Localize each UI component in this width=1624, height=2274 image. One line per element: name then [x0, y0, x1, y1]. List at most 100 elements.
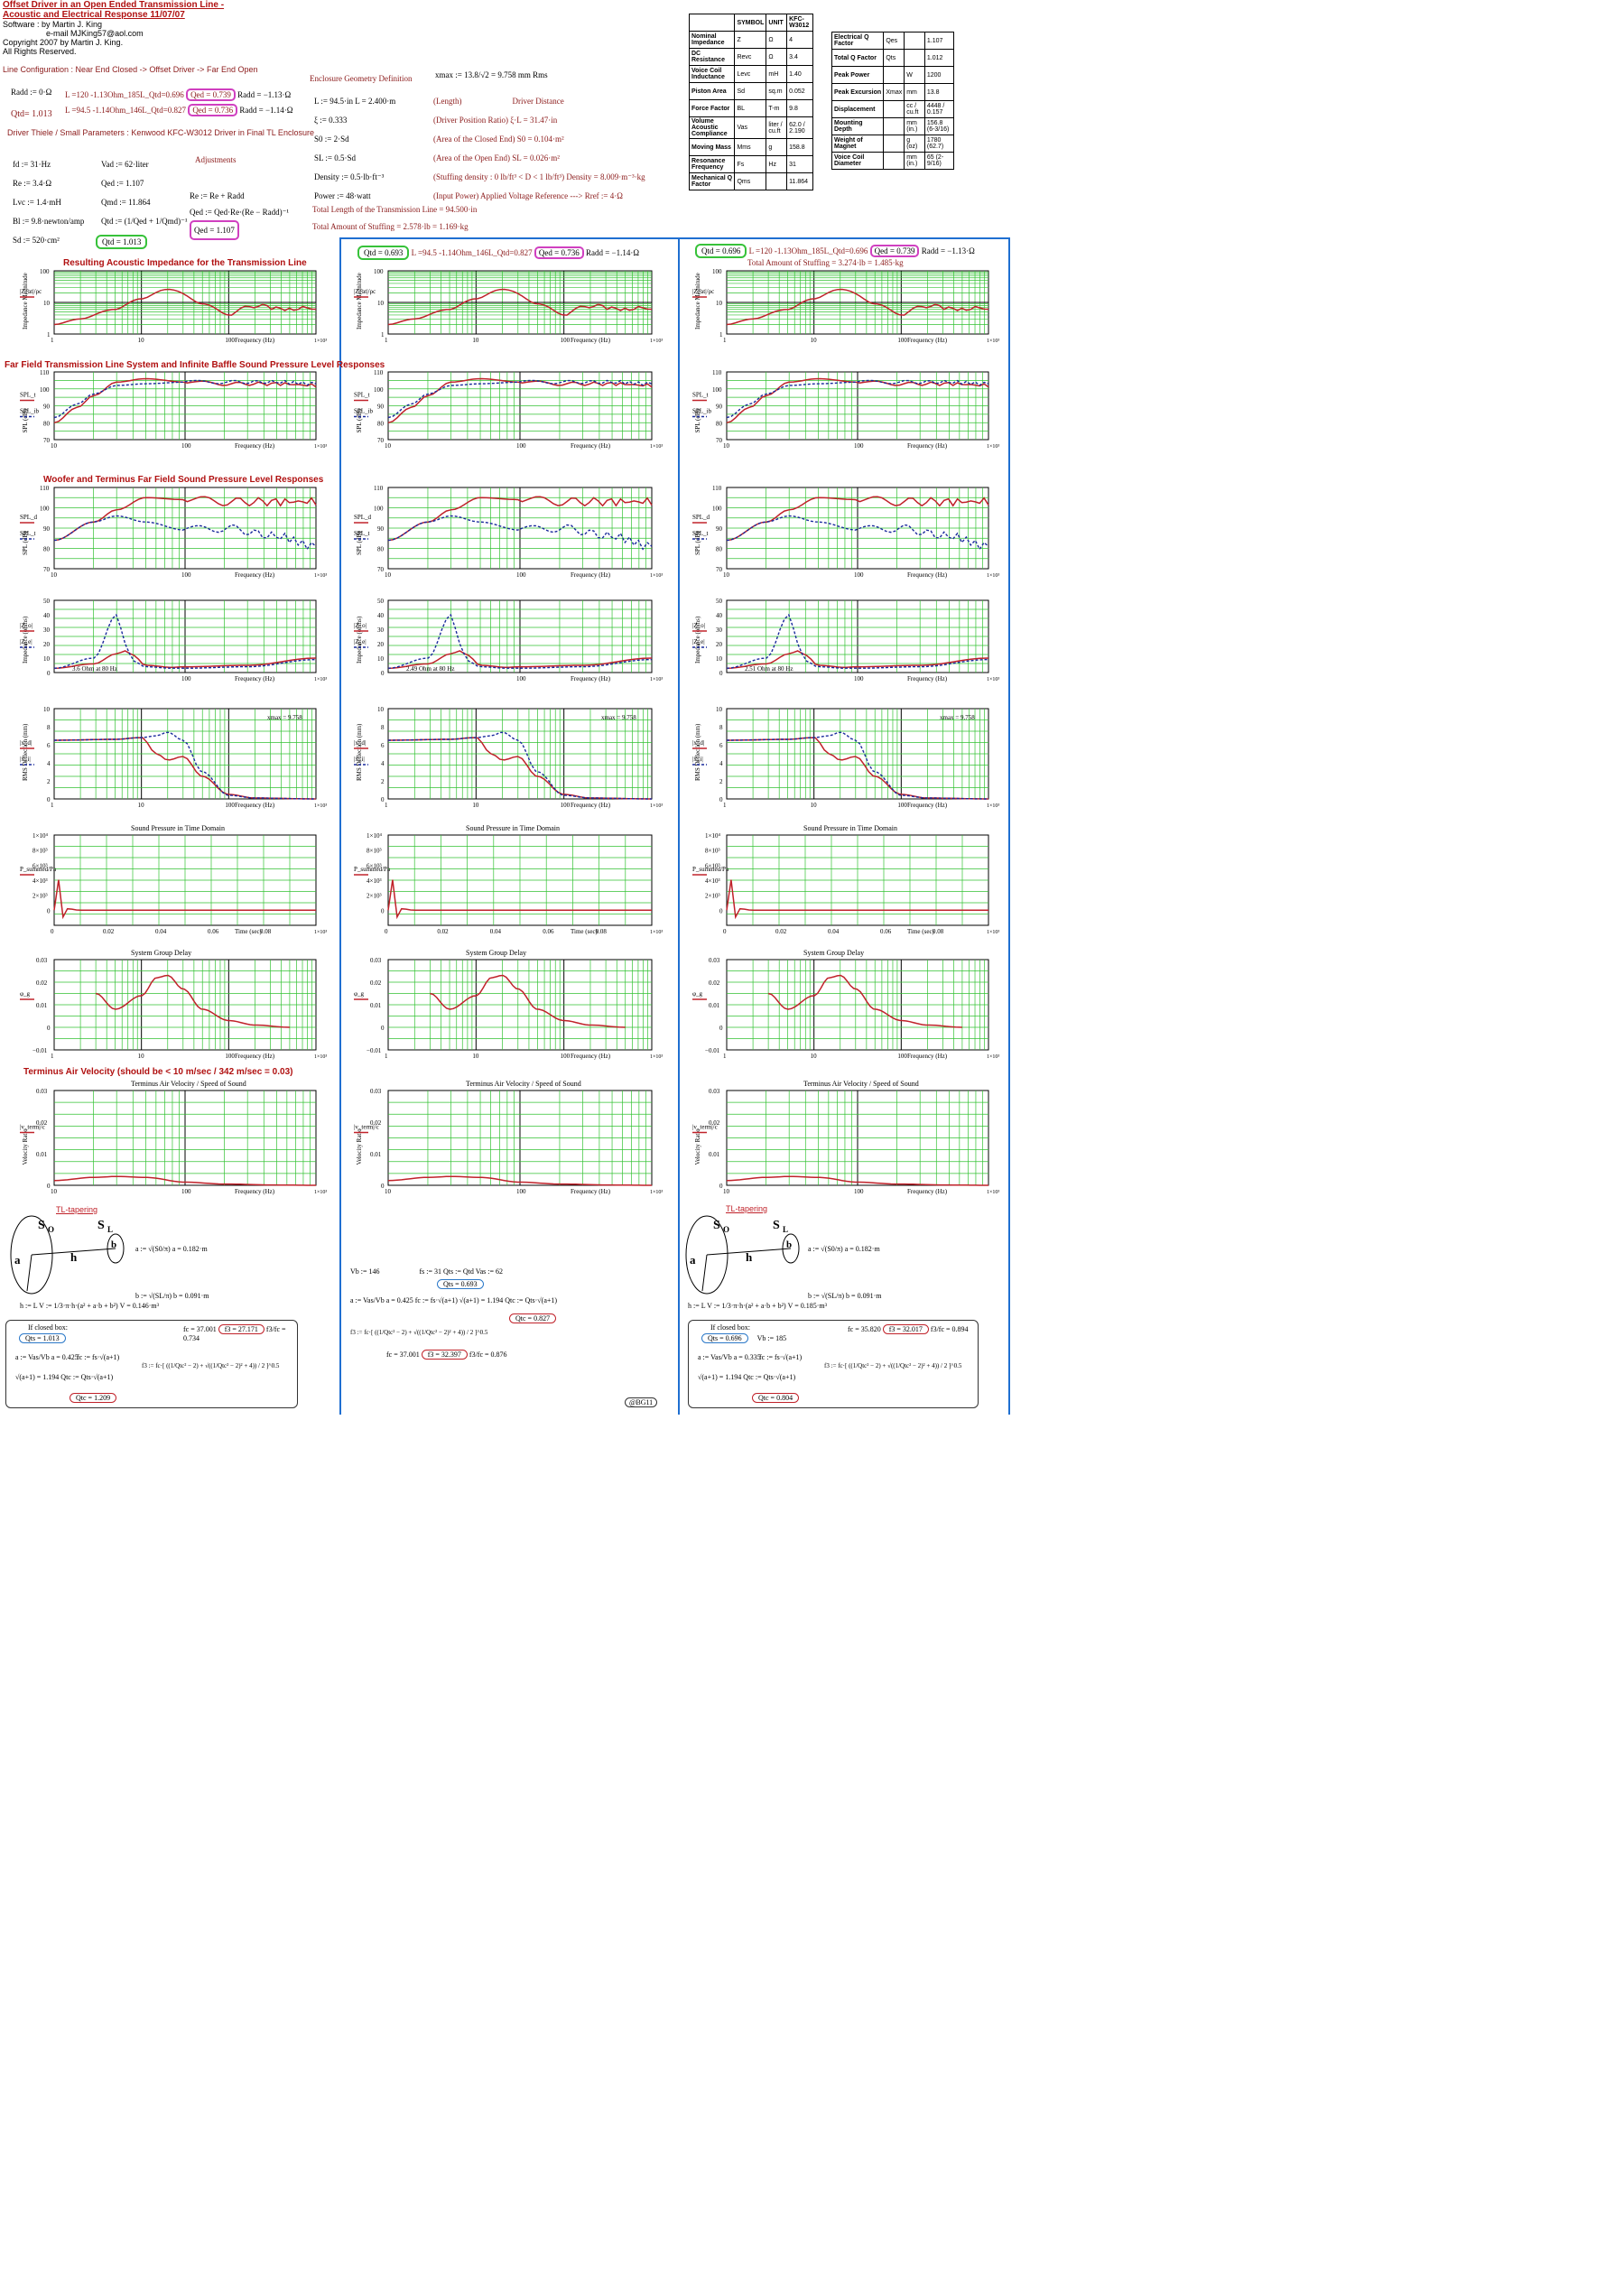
config-1-qed: Qed = 0.739: [186, 88, 236, 101]
tick-label: 30: [716, 627, 723, 634]
tick-label: 0.01: [370, 1151, 382, 1158]
chart: 1 10 100 1×10³ 100 10 1 Frequency (Hz) Impedance…: [354, 268, 663, 344]
tick-label: 100: [516, 1188, 526, 1195]
svg-text:a: a: [690, 1253, 696, 1267]
y-axis-label: SPL (dB): [22, 408, 29, 432]
tick-label: 30: [43, 627, 51, 634]
bottom-col1: TL-tapering: [9, 1205, 97, 1214]
tick-label: 4: [47, 760, 51, 767]
closed-box-1: If closed box: Qts = 1.013 a := Vas/Vb a…: [5, 1320, 298, 1408]
tick-label: 110: [40, 485, 50, 492]
tick-label: 0: [381, 670, 385, 677]
chart: 1 10 100 1×10³ 10 8 6 4 2 0 Frequency (Hz) RMS Defl…: [20, 706, 327, 809]
spec-cell: Mechanical Q Factor: [688, 172, 736, 190]
tick-label: 20: [377, 641, 385, 648]
tick-label: 1×10⁴: [367, 832, 382, 840]
tick-label: 90: [716, 404, 723, 411]
col2-qed: Qed = 0.736: [534, 246, 584, 259]
c1-sq: √(a+1) = 1.194 Qtc := Qts·√(a+1): [15, 1373, 114, 1381]
c3-qts: Qts = 0.696: [701, 1333, 748, 1343]
tick-label: 0.04: [828, 928, 840, 935]
legend-label: |v_term|/c: [692, 1124, 718, 1131]
chart: 0 0.02 0.04 0.06 0.08 1×10³ 1×10⁴ 8×10³ 6×10³ 4×1…: [354, 824, 663, 935]
column-3-frame: [678, 237, 1010, 1415]
chart: 10 100 1×10³ 110 100 90 80 70 Frequency (Hz) SPL …: [354, 369, 663, 450]
tick-label: 2: [47, 778, 51, 785]
legend-label: φ_g: [20, 990, 31, 998]
line-config: Line Configuration : Near End Closed -> …: [3, 65, 258, 74]
tick-label: 6×10³: [32, 862, 48, 869]
series-line: [387, 515, 653, 551]
series-line: [727, 731, 988, 800]
tick-label: 0.02: [775, 928, 787, 935]
tick-label: 80: [716, 546, 723, 553]
series-line: [53, 613, 317, 669]
y-axis-label: Impedance Magnitude: [356, 273, 363, 329]
spec-cell: 4: [786, 31, 813, 49]
tick-label: 100: [516, 442, 526, 450]
tick-label: 1×10³: [650, 573, 663, 579]
tick-label: 10: [385, 1188, 392, 1195]
chart: 0 0.02 0.04 0.06 0.08 1×10³ 1×10⁴ 8×10³ 6×10³ 4×1…: [692, 824, 999, 935]
series-line: [388, 737, 652, 800]
tick-label: 40: [43, 612, 51, 619]
series-line: [387, 879, 652, 920]
c3-vb: Vb := 185: [756, 1334, 787, 1342]
ab-eqs-1: a := √(S0/π) a = 0.182·m b := √(SL/π) b …: [135, 1226, 209, 1320]
tick-label: 0.04: [155, 928, 167, 935]
tick-label: 1×10³: [314, 803, 327, 809]
xmax-def: xmax := 13.8/√2 = 9.758 mm Rms: [435, 70, 548, 79]
legend-label: SPL_t: [692, 392, 709, 399]
tick-label: 70: [43, 437, 51, 444]
tick-label: 110: [374, 485, 384, 492]
tick-label: 0: [381, 1025, 385, 1032]
x-axis-label: Frequency (Hz): [571, 1053, 611, 1060]
y-axis-label: RMS Deflection (mm): [22, 723, 29, 781]
tick-label: 1×10³: [314, 573, 327, 579]
tick-label: 0: [47, 670, 51, 677]
spec-cell: 65 (2-9/16): [923, 152, 955, 170]
param-qmd: Qmd := 11.864: [101, 198, 151, 207]
legend-label: |Z_o|: [20, 622, 32, 629]
tick-label: 100: [374, 506, 384, 513]
geom-4-r: (Area of the Open End) SL = 0.026·m²: [433, 153, 560, 162]
svg-text:S: S: [773, 1219, 780, 1232]
tick-label: 100: [712, 268, 722, 275]
title-line-2: Acoustic and Electrical Response 11/07/0…: [3, 10, 185, 20]
param-qtd: Qtd := (1/Qed + 1/Qmd)⁻¹: [101, 217, 188, 226]
tick-label: 1: [51, 337, 54, 344]
y-axis-label: Velocity Ratio: [22, 1128, 29, 1165]
tick-label: 1×10³: [314, 930, 327, 935]
tick-label: 80: [377, 546, 385, 553]
series-line: [767, 974, 962, 1028]
config-2-text: L =94.5 -1.14Ohm_146L_Qtd=0.827: [65, 106, 187, 115]
svg-text:h: h: [70, 1250, 78, 1264]
legend-label: P_summed/Pa: [354, 866, 391, 873]
tick-label: 10: [811, 1053, 818, 1060]
series-line: [726, 379, 989, 419]
tick-label: 2×10³: [32, 893, 48, 900]
legend-label: P_summed/Pa: [20, 866, 57, 873]
tick-label: 0: [47, 907, 51, 914]
geom-1-r: (Length): [433, 97, 462, 106]
a-eq-3: a := √(S0/π) a = 0.182·m: [808, 1245, 880, 1253]
chart: 1 10 100 1×10³ 100 10 1 Frequency (Hz) Impedance…: [692, 268, 999, 344]
svg-text:S: S: [713, 1219, 720, 1232]
y-axis-label: SPL (dB): [22, 531, 29, 555]
tick-label: 1×10³: [650, 930, 663, 935]
tick-label: 0: [381, 1183, 385, 1190]
tick-label: 0.06: [880, 928, 892, 935]
adjustments-block: Re := Re + Radd Qed := Qed·Re·(Re − Radd…: [190, 188, 289, 240]
tick-label: 0.08: [933, 928, 944, 935]
c1-qtc: Qtc = 1.209: [70, 1393, 117, 1403]
c2-a: a := Vas/Vb a = 0.425 fc := fs·√(a+1) √(…: [350, 1296, 558, 1304]
col2-header: Qtd = 0.693 L =94.5 -1.14Ohm_146L_Qtd=0.…: [357, 246, 639, 260]
tick-label: 10: [811, 337, 818, 344]
spec-row: Volume Acoustic Compliance Vas liter / cu.…: [688, 116, 813, 139]
tick-label: 80: [716, 420, 723, 427]
tick-label: 1×10³: [987, 930, 999, 935]
tick-label: 0: [381, 907, 385, 914]
x-axis-label: Frequency (Hz): [571, 675, 611, 682]
series-line: [726, 650, 989, 669]
